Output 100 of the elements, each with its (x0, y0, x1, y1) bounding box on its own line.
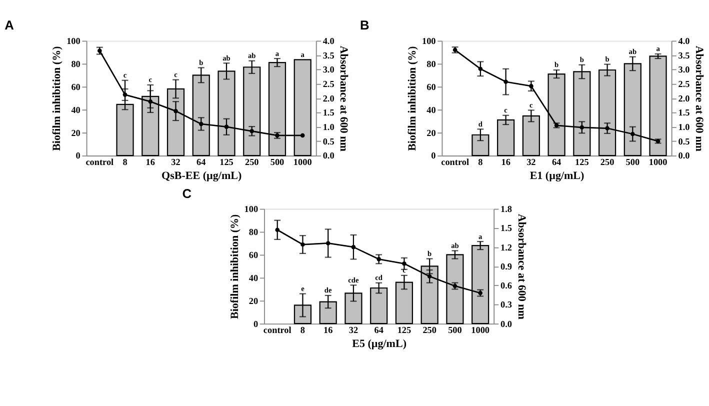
y2-axis-title: Absorbance at 600 nm (515, 214, 528, 320)
y2-tick-label: 0.6 (500, 280, 512, 291)
x-tick-label: 250 (600, 157, 615, 168)
y2-tick-label: 0.3 (500, 300, 512, 310)
y-tick-label: 100 (422, 36, 436, 46)
x-tick-label: 32 (348, 325, 358, 336)
annotation: ab (248, 51, 256, 60)
y2-tick-label: 1.5 (678, 108, 690, 118)
y2-tick-label: 4.0 (322, 36, 335, 46)
annotation: ab (222, 53, 230, 62)
y2-tick-label: 1.5 (500, 223, 512, 234)
annotation: c (174, 70, 178, 80)
bar (370, 287, 388, 324)
y2-tick-label: 0.5 (322, 136, 335, 146)
y-tick-label: 60 (426, 82, 436, 92)
chart-title: A (4, 18, 14, 33)
y-tick-label: 80 (248, 226, 258, 237)
y2-tick-label: 0.9 (500, 261, 512, 272)
annotation: cde (348, 275, 360, 284)
annotation: b (428, 248, 432, 258)
x-tick-label: 16 (501, 157, 511, 168)
x-tick-label: 1000 (471, 325, 490, 336)
x-tick-label: 8 (478, 157, 484, 168)
x-tick-label: 1000 (293, 157, 312, 168)
y2-tick-label: 0.0 (678, 150, 690, 161)
x-tick-label: 500 (270, 157, 285, 168)
y-axis-title: Biofilm inhibition (%) (228, 214, 241, 319)
y-tick-label: 0 (253, 318, 258, 329)
x-tick-label: 16 (324, 325, 334, 336)
y-axis-title: Biofilm inhibition (%) (406, 46, 419, 151)
bar (497, 119, 515, 156)
x-tick-label: 125 (575, 157, 590, 168)
x-tick-label: 64 (374, 325, 384, 336)
y-tick-label: 20 (426, 128, 436, 138)
y-tick-label: 40 (248, 272, 258, 283)
x-axis-title: E1 (µg/mL) (530, 170, 585, 182)
y-tick-label: 20 (248, 296, 258, 306)
annotation: c (504, 106, 508, 115)
x-tick-label: 32 (171, 157, 181, 168)
annotation: b (199, 58, 204, 67)
annotation: c (123, 70, 128, 80)
annotation: a (275, 48, 280, 58)
x-tick-label: 64 (196, 157, 206, 168)
y2-tick-label: 3.0 (322, 64, 335, 75)
annotation: a (300, 50, 305, 59)
y-tick-label: 80 (71, 58, 81, 69)
x-axis-title: QsB-EE (µg/mL) (162, 170, 242, 182)
x-axis-title: E5 (µg/mL) (352, 338, 407, 350)
x-tick-label: 64 (552, 157, 562, 168)
y-tick-label: 80 (426, 58, 436, 69)
y-tick-label: 100 (244, 204, 258, 214)
y2-tick-label: 0.0 (500, 318, 512, 329)
y2-tick-label: 1.5 (322, 108, 335, 118)
annotation: b (554, 60, 559, 70)
y-tick-label: 20 (71, 128, 81, 138)
x-tick-label: control (263, 325, 292, 336)
y-tick-label: 40 (426, 104, 436, 115)
y-tick-label: 100 (66, 36, 81, 46)
x-tick-label: 32 (526, 157, 536, 168)
annotation: b (605, 54, 610, 64)
y2-axis-title: Absorbance at 600 nm (338, 46, 350, 152)
annotation: d (478, 119, 482, 128)
chart-title: C (182, 186, 192, 201)
chart-title: B (360, 18, 370, 33)
y2-tick-label: 3.5 (322, 50, 335, 60)
y2-tick-label: 1.0 (678, 122, 690, 132)
y2-tick-label: 0.5 (678, 136, 690, 146)
annotation: de (324, 286, 332, 295)
y2-tick-label: 3.5 (678, 50, 690, 60)
x-tick-label: 125 (220, 157, 234, 168)
x-tick-label: 8 (300, 325, 306, 336)
annotation: c (148, 75, 153, 84)
x-tick-label: 500 (626, 157, 640, 168)
annotation: b (580, 55, 584, 64)
y-tick-label: 60 (248, 250, 258, 260)
x-tick-label: 125 (397, 325, 412, 336)
annotation: a (478, 232, 482, 241)
annotation: ab (451, 240, 459, 250)
x-tick-label: 250 (422, 325, 437, 336)
y-tick-label: 60 (71, 82, 81, 92)
y2-tick-label: 1.0 (322, 122, 335, 132)
annotation: c (530, 100, 534, 110)
y-axis-title: Biofilm inhibition (%) (51, 46, 64, 151)
x-tick-label: 8 (122, 157, 128, 168)
x-tick-label: 16 (146, 157, 156, 168)
x-tick-label: control (441, 157, 470, 168)
y2-axis-title: Absorbance at 600 nm (693, 46, 706, 152)
y2-tick-label: 1.8 (500, 204, 512, 214)
y2-tick-label: 1.2 (500, 242, 512, 252)
x-tick-label: 250 (244, 157, 260, 168)
y-tick-label: 40 (71, 104, 81, 115)
annotation: ab (628, 47, 637, 56)
point (300, 133, 305, 138)
annotation: a (656, 44, 660, 54)
y2-tick-label: 2.5 (322, 78, 335, 89)
annotation: cd (375, 273, 383, 282)
y2-tick-label: 4.0 (678, 36, 690, 46)
x-tick-label: 1000 (648, 157, 668, 168)
y2-tick-label: 0.0 (322, 150, 335, 161)
y2-tick-label: 2.5 (678, 78, 690, 89)
